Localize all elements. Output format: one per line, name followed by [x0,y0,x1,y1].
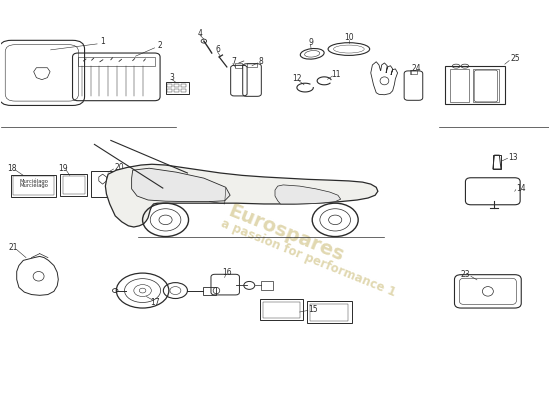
Text: 18: 18 [8,164,17,173]
Text: 7: 7 [232,57,236,66]
Bar [167,89,172,92]
Bar [182,84,186,87]
Text: 4: 4 [197,29,202,38]
Text: 13: 13 [508,152,518,162]
Text: 11: 11 [332,70,341,79]
Bar [263,302,300,318]
Polygon shape [131,168,230,202]
Text: Murciélago: Murciélago [19,183,48,188]
Text: 20: 20 [114,163,124,172]
Bar [203,286,217,294]
Bar [493,155,501,169]
Bar [235,63,242,68]
Text: 8: 8 [259,57,263,66]
Bar [444,66,505,104]
Text: a passion for performance 1: a passion for performance 1 [218,216,397,299]
Bar [260,299,304,320]
Bar [410,70,417,74]
Bar [261,281,273,290]
Text: 16: 16 [223,268,232,277]
Bar [450,69,469,102]
Text: 23: 23 [460,270,470,279]
Text: 21: 21 [9,243,18,252]
Text: Murciélago: Murciélago [19,178,48,184]
Polygon shape [106,164,378,227]
Text: 6: 6 [215,45,220,54]
Text: 12: 12 [292,74,301,83]
Bar [166,82,189,94]
Text: 15: 15 [309,305,318,314]
Bar [91,171,120,197]
Text: 1: 1 [100,38,105,46]
Text: 10: 10 [344,34,354,42]
Polygon shape [275,185,340,204]
Bar [174,89,179,92]
Bar [473,69,499,102]
Text: Eurospares: Eurospares [226,202,346,266]
Text: 25: 25 [511,54,521,64]
Text: 19: 19 [58,164,68,173]
Bar [182,89,186,92]
Text: 3: 3 [170,73,174,82]
Text: 17: 17 [150,298,160,307]
Text: 9: 9 [308,38,313,47]
Bar [63,176,85,194]
Bar [78,57,155,66]
Text: 24: 24 [411,64,421,73]
Bar [307,301,351,323]
Text: 2: 2 [158,41,162,50]
Bar [13,176,54,195]
Bar [167,84,172,87]
Bar [310,304,348,321]
Bar [60,174,87,196]
Text: 14: 14 [516,184,526,192]
Bar [11,175,56,197]
Bar [174,84,179,87]
Bar [247,63,257,67]
